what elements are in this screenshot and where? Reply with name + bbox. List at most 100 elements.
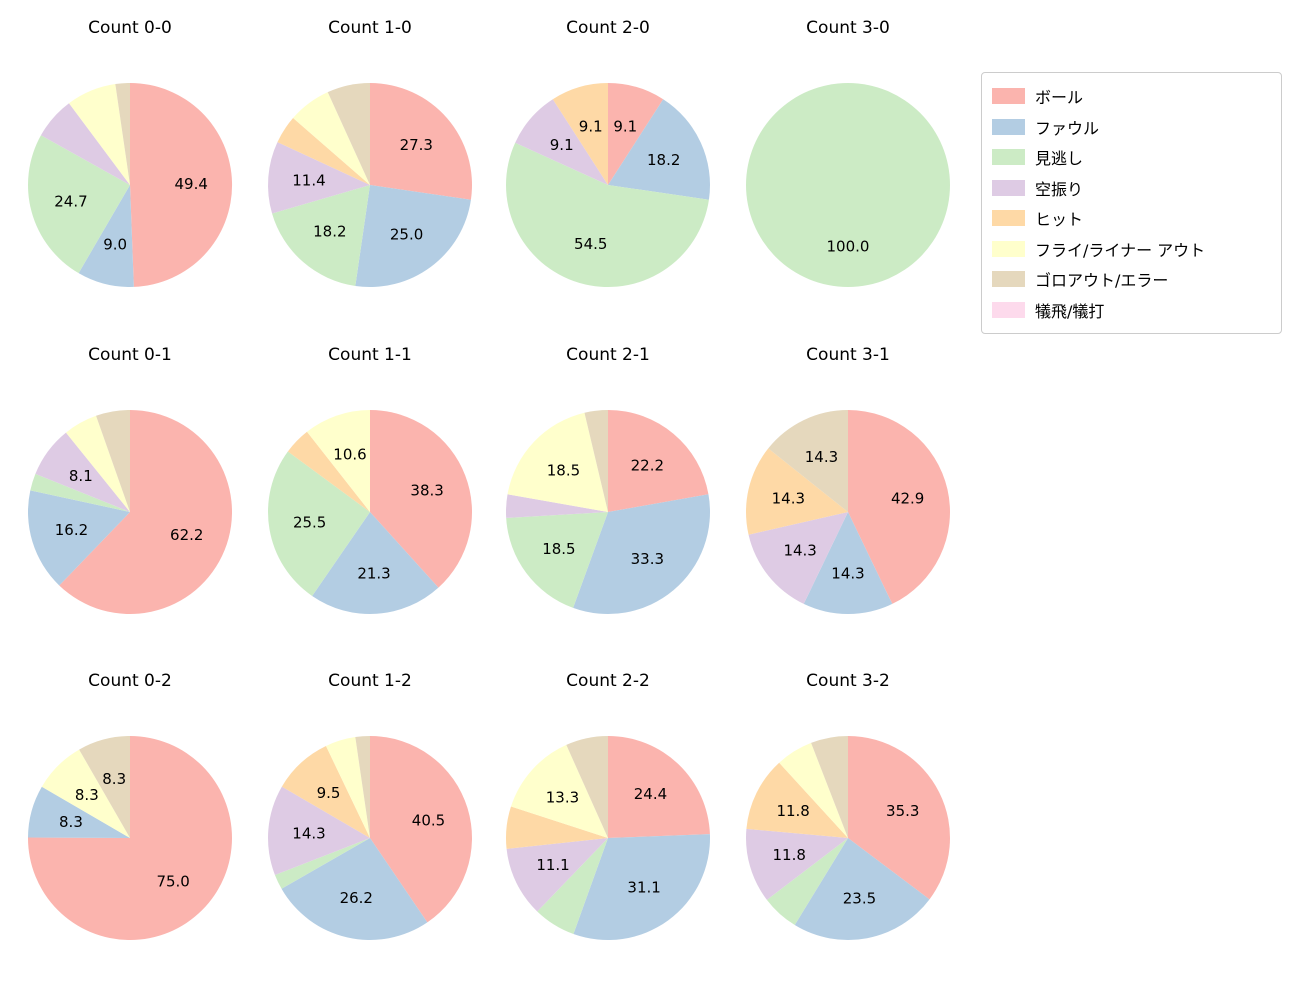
pie-slice-fly-liner-out [507,412,608,512]
pie-slice-label: 62.2 [170,526,203,544]
pie-slice-hit [287,431,370,512]
legend-items: ボール ファウル 見逃し 空振り ヒット フライ/ライナー アウト ゴロアウト/エラー 犠飛/… [992,81,1271,325]
pie-slice-label: 33.3 [631,550,664,568]
pie-svg: 75.08.38.38.3 [27,736,232,940]
chart-title: Count 3-2 [806,671,890,691]
pie-slice-foul [28,786,130,838]
pie-slice-ball [608,736,710,838]
pie-slice-label: 9.1 [579,118,603,136]
pie-slice-label: 49.4 [174,175,207,193]
pie-slice-foul [281,838,428,940]
chart-title: Count 2-2 [566,671,650,691]
pie-svg: 38.3 21.3 25.5 10.6 [268,410,473,615]
chart-title: Count 0-2 [88,671,172,691]
pie-slice-label: 35.3 [886,802,919,820]
pie-slice-swinging-strike [746,828,848,900]
pie-slice-label: 11.8 [772,846,805,864]
pie-svg: 27.3 25.0 18.2 11.4 [268,83,473,288]
pie-svg: 40.5 26.2 14.3 9.5 [268,736,472,940]
pie-slice-groundout-error [584,410,608,512]
pie-slice-foul [312,512,439,615]
pie-slice-label: 38.3 [410,481,443,499]
pie-slice-swinging-strike [515,99,608,185]
legend-item-ball: ボール [992,81,1271,112]
pie-slice-label: 18.5 [542,540,575,558]
pie-slice-label: 14.3 [292,824,325,842]
pie-slice-label: 27.3 [400,136,433,154]
pie-slice-label: 8.1 [69,467,93,485]
pie-slice-label: 11.1 [536,856,569,874]
pie-slice-called-strike [746,83,950,287]
legend-item-sacrifice: 犠飛/犠打 [992,295,1271,326]
pie-slice-label: 25.0 [390,225,423,243]
pie-slice-called-strike [537,838,608,934]
pie-slice-called-strike [268,451,370,596]
legend-item-fly-liner-out: フライ/ライナー アウト [992,234,1271,265]
legend-swatch-called-strike [992,149,1025,166]
pie-slice-label: 24.7 [54,192,87,210]
pie-slice-foul [803,512,893,615]
chart-title: Count 2-1 [566,345,650,365]
pie-svg: 9.1 18.2 54.5 9.1 9.1 [506,83,711,287]
pie-slice-fly-liner-out [293,92,370,185]
chart-title: Count 0-0 [88,18,172,38]
pie-slice-swinging-strike [505,494,608,518]
pie-slice-fly-liner-out [69,84,130,185]
pie-slice-swinging-strike [268,786,370,875]
legend-label: 犠飛/犠打 [1035,301,1105,321]
pie-slice-hit [505,806,608,849]
pie-slice-foul [794,838,930,941]
pie-slice-label: 18.2 [313,222,346,240]
legend-swatch-hit [992,210,1025,227]
pie-slice-label: 14.3 [772,490,805,508]
pie-slice-fly-liner-out [510,744,608,838]
pie-slice-ball [59,410,233,614]
pie-slice-label: 9.5 [317,784,341,802]
pie-slice-hit [746,448,848,535]
pie-slice-called-strike [272,185,370,286]
chart-title: Count 1-1 [328,345,412,365]
pie-slice-label: 13.3 [546,788,579,806]
pie-slice-foul [28,490,130,586]
pie-slice-ball [27,736,232,940]
pie-slice-ball [130,82,233,287]
pie-slice-fly-liner-out [325,737,370,838]
pie-slice-ball [370,736,472,923]
legend-swatch-groundout-error [992,271,1025,288]
pie-slice-hit [277,118,370,185]
pie-slice-label: 21.3 [357,564,390,582]
pie-slice-swinging-strike [748,512,848,604]
pie-slice-hit [552,83,608,185]
pie-slice-hit [746,762,848,838]
legend-swatch-foul [992,118,1025,135]
pie-slice-ball [370,83,473,200]
pie-slice-fly-liner-out [65,415,130,512]
pie-slice-groundout-error [768,410,848,512]
pie-svg: 62.2 16.2 8.1 [28,410,233,614]
legend-item-swinging-strike: 空振り [992,173,1271,204]
legend-label: ゴロアウト/エラー [1035,271,1169,291]
pie-svg: 49.4 9.0 24.7 [28,82,233,288]
legend-label: フライ/ライナー アウト [1035,240,1206,260]
pie-slice-label: 8.3 [102,770,126,788]
pie-slice-foul [573,494,710,615]
legend-item-foul: ファウル [992,112,1271,143]
pie-slice-hit [281,745,370,838]
pie-slice-groundout-error [79,736,130,838]
pie-slice-foul [608,99,711,200]
chart-title: Count 0-1 [88,345,172,365]
pie-slice-ball [370,410,473,588]
legend-item-called-strike: 見逃し [992,142,1271,173]
pie-slice-label: 14.3 [831,564,864,582]
pie-slice-label: 10.6 [333,445,366,463]
pie-slice-label: 23.5 [843,889,876,907]
chart-title: Count 1-2 [328,671,412,691]
legend: ボール ファウル 見逃し 空振り ヒット フライ/ライナー アウト ゴロアウト/エラー 犠飛/… [981,72,1282,334]
chart-title: Count 1-0 [328,18,412,38]
pie-slice-label: 54.5 [574,235,607,253]
pie-slice-groundout-error [566,736,608,838]
legend-swatch-ball [992,88,1025,105]
pie-slice-groundout-error [96,410,130,512]
pie-slice-label: 14.3 [783,541,816,559]
pie-svg: 22.2 33.3 18.5 18.5 [505,410,710,615]
